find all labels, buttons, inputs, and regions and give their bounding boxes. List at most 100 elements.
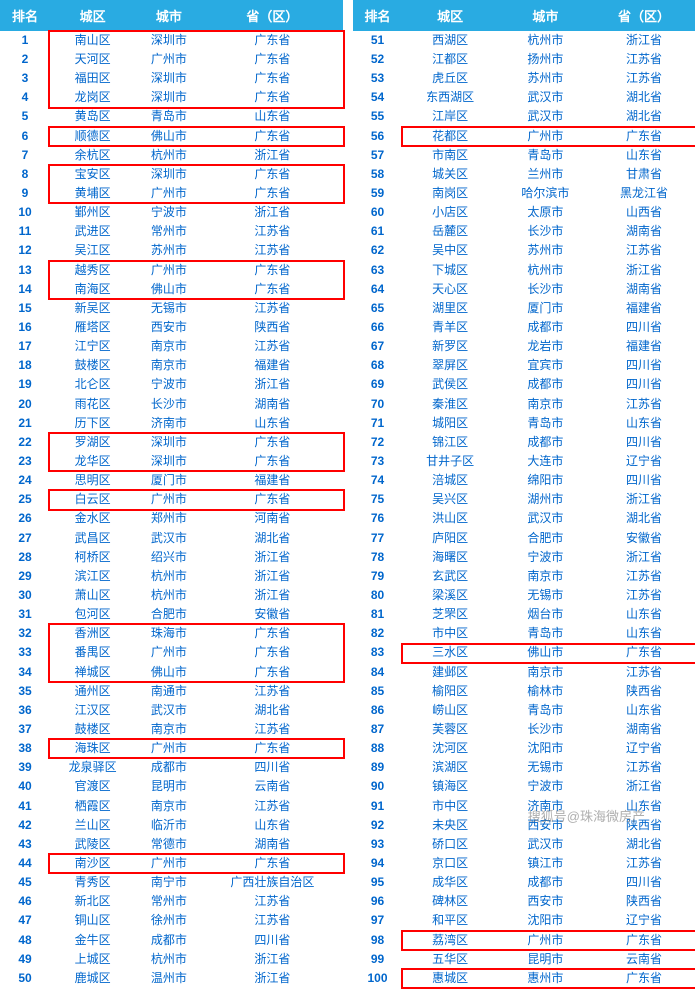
table-row: 75吴兴区湖州市浙江省 [353,490,695,509]
table-row: 48金牛区成都市四川省 [0,931,343,950]
cell-province: 浙江省 [593,777,695,796]
cell-district: 武进区 [50,222,135,241]
cell-province: 辽宁省 [593,452,695,471]
table-row: 51西湖区杭州市浙江省 [353,31,695,50]
table-row: 21历下区济南市山东省 [0,414,343,433]
cell-district: 武昌区 [50,529,135,548]
cell-district: 沈河区 [403,739,498,758]
cell-district: 翠屏区 [403,356,498,375]
cell-province: 广东省 [202,280,342,299]
table-row: 72锦江区成都市四川省 [353,433,695,452]
cell-province: 江苏省 [202,299,342,318]
table-row: 6顺德区佛山市广东省 [0,127,343,146]
table-row: 94京口区镇江市江苏省 [353,854,695,873]
cell-province: 广东省 [202,31,342,50]
cell-rank: 67 [353,337,403,356]
cell-rank: 31 [0,605,50,624]
cell-city: 青岛市 [498,146,593,165]
cell-rank: 25 [0,490,50,509]
cell-rank: 50 [0,969,50,988]
cell-province: 陕西省 [202,318,342,337]
header-row: 排名 城区 城市 省（区） [353,0,695,31]
cell-city: 合肥市 [498,529,593,548]
cell-district: 荔湾区 [403,931,498,950]
table-row: 89滨湖区无锡市江苏省 [353,758,695,777]
cell-district: 未央区 [403,816,498,835]
cell-rank: 86 [353,701,403,720]
cell-city: 临沂市 [135,816,202,835]
cell-district: 海曙区 [403,548,498,567]
cell-rank: 42 [0,816,50,835]
cell-province: 湖南省 [593,720,695,739]
table-row: 50鹿城区温州市浙江省 [0,969,343,988]
cell-district: 东西湖区 [403,88,498,107]
cell-province: 四川省 [593,873,695,892]
cell-district: 新吴区 [50,299,135,318]
table-row: 76洪山区武汉市湖北省 [353,510,695,529]
cell-province: 四川省 [593,318,695,337]
header-row: 排名 城区 城市 省（区） [0,0,343,31]
cell-city: 长沙市 [498,222,593,241]
cell-district: 鹿城区 [50,969,135,988]
cell-rank: 85 [353,682,403,701]
cell-province: 浙江省 [593,548,695,567]
table-row: 84建邺区南京市江苏省 [353,663,695,682]
cell-city: 武汉市 [498,88,593,107]
cell-province: 浙江省 [202,969,342,988]
cell-district: 湖里区 [403,299,498,318]
cell-city: 武汉市 [135,701,202,720]
cell-city: 无锡市 [498,586,593,605]
cell-province: 安徽省 [202,605,342,624]
cell-district: 小店区 [403,203,498,222]
cell-district: 罗湖区 [50,433,135,452]
cell-district: 江汉区 [50,701,135,720]
cell-rank: 1 [0,31,50,50]
cell-city: 宜宾市 [498,356,593,375]
cell-district: 萧山区 [50,586,135,605]
table-row: 100惠城区惠州市广东省 [353,969,695,988]
header-city: 城市 [135,0,202,31]
cell-rank: 47 [0,911,50,930]
cell-province: 江苏省 [593,586,695,605]
cell-province: 陕西省 [593,892,695,911]
table-row: 27武昌区武汉市湖北省 [0,529,343,548]
cell-district: 惠城区 [403,969,498,988]
cell-province: 广东省 [202,663,342,682]
cell-district: 锦江区 [403,433,498,452]
cell-city: 郑州市 [135,510,202,529]
cell-district: 包河区 [50,605,135,624]
table-row: 82市中区青岛市山东省 [353,624,695,643]
table-row: 36江汉区武汉市湖北省 [0,701,343,720]
cell-district: 南岗区 [403,184,498,203]
table-row: 61岳麓区长沙市湖南省 [353,222,695,241]
cell-city: 合肥市 [135,605,202,624]
cell-province: 湖北省 [593,88,695,107]
cell-city: 扬州市 [498,50,593,69]
cell-province: 浙江省 [202,567,342,586]
cell-city: 佛山市 [498,644,593,663]
cell-district: 硚口区 [403,835,498,854]
cell-rank: 26 [0,510,50,529]
cell-rank: 43 [0,835,50,854]
cell-province: 山西省 [593,203,695,222]
table-row: 8宝安区深圳市广东省 [0,165,343,184]
cell-city: 昆明市 [498,950,593,969]
cell-city: 广州市 [135,854,202,873]
cell-rank: 15 [0,299,50,318]
cell-city: 哈尔滨市 [498,184,593,203]
cell-city: 龙岩市 [498,337,593,356]
cell-district: 历下区 [50,414,135,433]
cell-rank: 14 [0,280,50,299]
cell-province: 江苏省 [202,720,342,739]
cell-province: 湖南省 [202,835,342,854]
cell-city: 广州市 [135,490,202,509]
cell-district: 青羊区 [403,318,498,337]
cell-city: 常州市 [135,222,202,241]
cell-province: 山东省 [593,605,695,624]
cell-province: 广东省 [202,644,342,663]
cell-district: 吴兴区 [403,490,498,509]
cell-city: 青岛市 [135,108,202,127]
cell-district: 南山区 [50,31,135,50]
table-row: 30萧山区杭州市浙江省 [0,586,343,605]
table-row: 41栖霞区南京市江苏省 [0,797,343,816]
